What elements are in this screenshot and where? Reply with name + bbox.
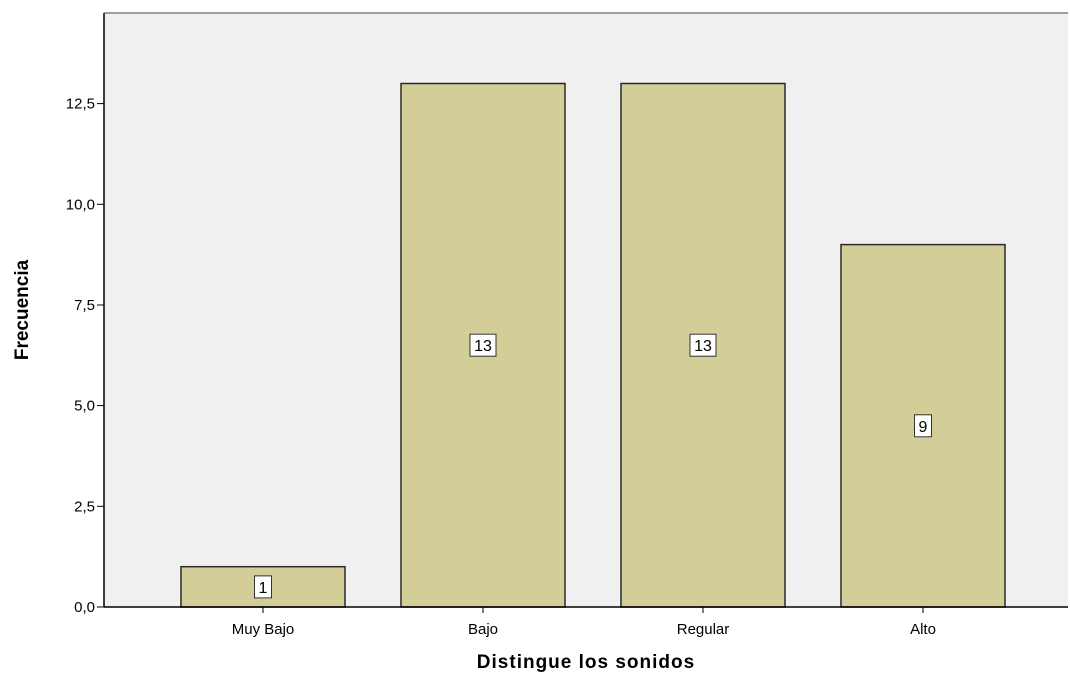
data-label: 1 — [259, 580, 268, 597]
ticks-layer: Muy Bajo Bajo Regular Alto 0,0 2,5 5,0 7,5 10,0 1… — [66, 96, 936, 638]
data-label: 13 — [474, 338, 492, 355]
x-axis-title: Distingue los sonidos — [477, 652, 695, 673]
axes-layer — [103, 12, 1068, 608]
y-tick-label: 7,5 — [74, 297, 95, 314]
data-labels-layer: 1 13 13 9 — [254, 333, 932, 599]
y-tick-label: 12,5 — [66, 96, 95, 113]
x-tick-label: Regular — [677, 621, 730, 638]
y-tick-label: 10,0 — [66, 196, 95, 213]
y-tick-label: 5,0 — [74, 398, 95, 415]
x-tick-label: Bajo — [468, 621, 498, 638]
y-tick-label: 0,0 — [74, 599, 95, 616]
data-label: 9 — [919, 419, 928, 436]
y-tick-label: 2,5 — [74, 498, 95, 515]
x-tick-label: Alto — [910, 621, 936, 638]
x-tick-label: Muy Bajo — [232, 621, 295, 638]
data-label-box — [689, 333, 717, 357]
data-label-box — [914, 414, 932, 438]
data-label-box — [469, 333, 497, 357]
data-label-box — [254, 575, 272, 599]
data-label: 13 — [694, 338, 712, 355]
y-axis-title: Frecuencia — [12, 259, 33, 360]
